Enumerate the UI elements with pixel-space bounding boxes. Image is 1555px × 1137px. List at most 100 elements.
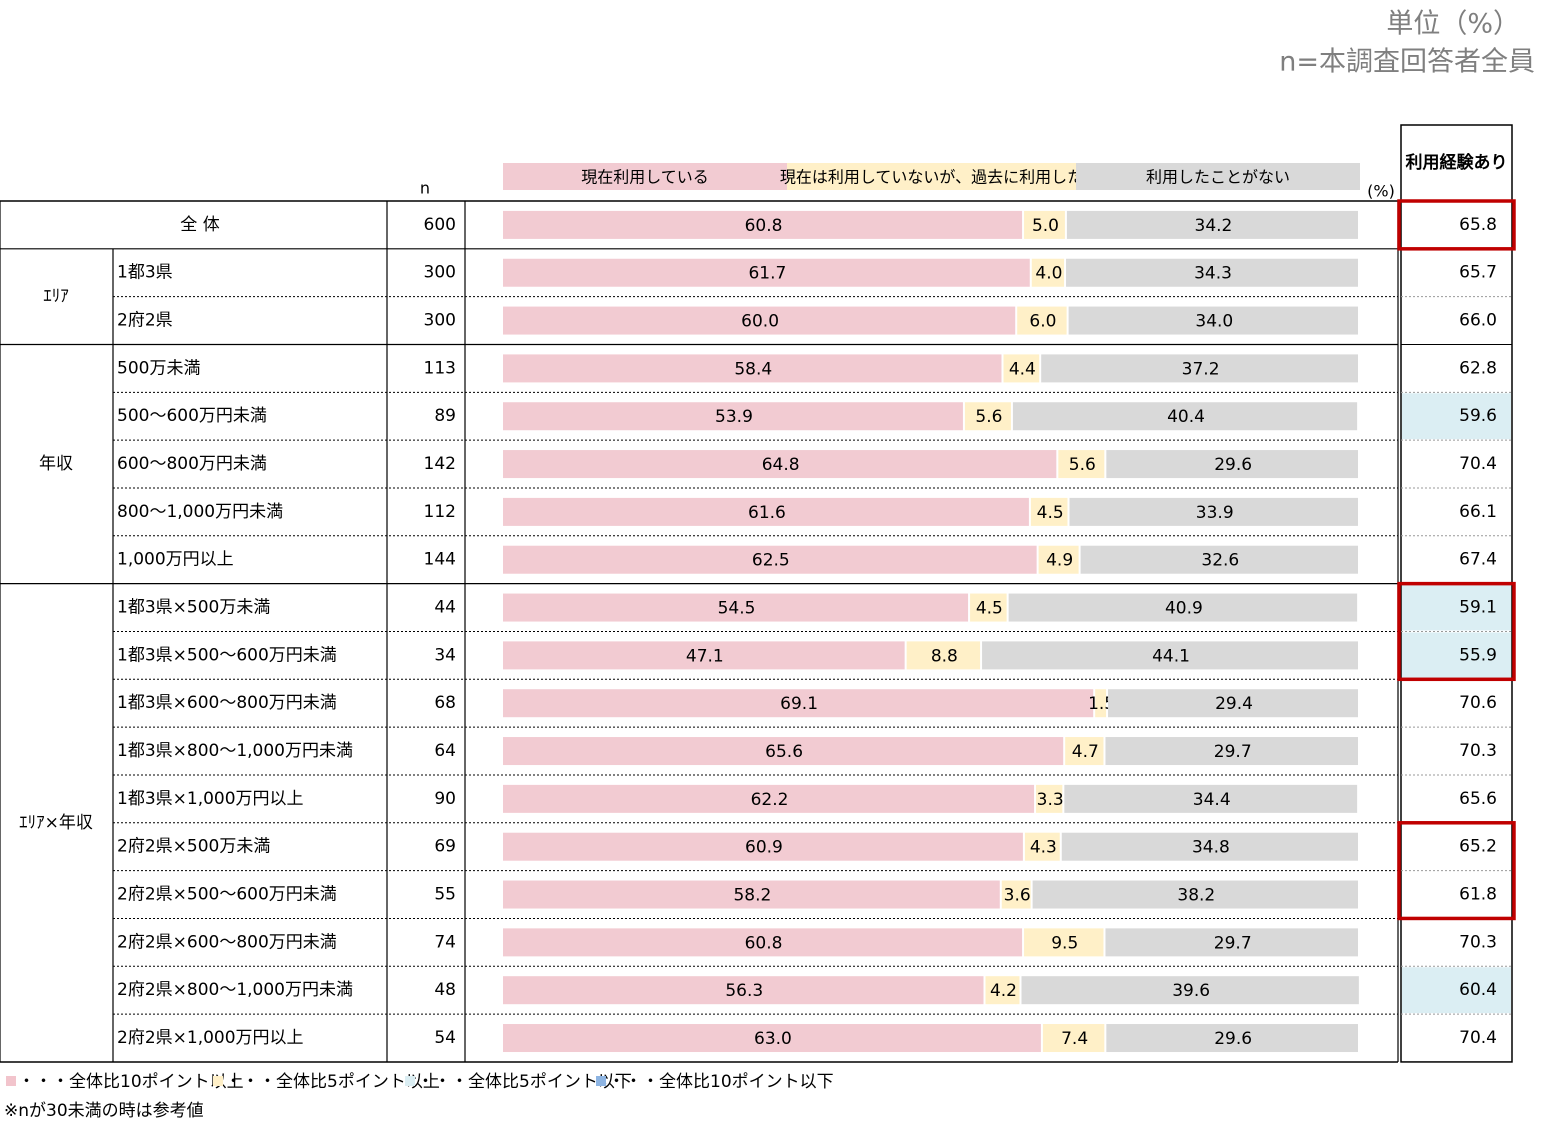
row-label: 1都3県×1,000万円以上: [117, 789, 304, 809]
bar-segment: [503, 258, 1030, 287]
total-value: 67.4: [1459, 550, 1497, 570]
bar-label: 64.8: [762, 455, 800, 475]
bar-label: 60.0: [741, 312, 779, 332]
total-cell: [1402, 584, 1511, 631]
highlight-box: [1397, 199, 1516, 251]
bar-label: 65.6: [765, 742, 803, 762]
bar-segment: [1068, 306, 1358, 335]
total-value: 61.8: [1459, 885, 1497, 905]
bar-segment: [503, 832, 1023, 861]
total-cell: [1402, 632, 1511, 679]
bar-label: 29.7: [1214, 742, 1252, 762]
group-label: 年収: [39, 454, 73, 474]
bar-label: 29.6: [1214, 1029, 1252, 1049]
bar-label: 29.6: [1214, 455, 1252, 475]
bar-label: 4.7: [1072, 742, 1099, 762]
bar-label: 38.2: [1177, 886, 1215, 906]
bar-segment: [503, 210, 1023, 239]
highlight-label: ・・・全体比10ポイント以上: [18, 1072, 244, 1092]
n-value: 112: [424, 502, 456, 522]
row-label: 2府2県×500万未満: [117, 837, 270, 857]
total-cell: [1402, 1015, 1511, 1061]
bar-segment: [503, 641, 905, 670]
total-cell: [1402, 871, 1511, 918]
bar-segment: [1017, 306, 1067, 335]
bar-label: 61.7: [748, 264, 786, 284]
bar-label: 9.5: [1051, 933, 1078, 953]
row-label: 1都3県×500～600万円未満: [117, 645, 337, 665]
bar-label: 69.1: [780, 694, 818, 714]
highlight-label: ・・・全体比5ポイント以上: [225, 1072, 440, 1092]
total-value: 70.3: [1459, 932, 1497, 952]
bar-segment: [503, 784, 1035, 813]
bar-label: 39.6: [1172, 981, 1210, 1001]
row-label: 1都3県×600～800万円未満: [117, 693, 337, 713]
n-value: 48: [434, 980, 456, 1000]
bar-label: 34.4: [1193, 790, 1231, 810]
total-cell: [1402, 441, 1511, 487]
n-value: 64: [434, 741, 456, 761]
total-value: 62.8: [1459, 358, 1497, 378]
bar-segment: [1030, 497, 1068, 526]
bar-label: 33.9: [1196, 503, 1234, 523]
highlight-label: ・・・全体比10ポイント以下: [608, 1072, 834, 1092]
bar-label: 60.8: [745, 933, 783, 953]
bar-segment: [503, 402, 963, 431]
footnote: ※nが30未満の時は参考値: [4, 1101, 204, 1121]
n-value: 55: [434, 885, 456, 905]
bar-segment: [503, 1024, 1041, 1053]
bar-segment: [1108, 689, 1358, 718]
group-label: ｴﾘｱ: [43, 287, 69, 307]
row-label: 1都3県×800～1,000万円未満: [117, 741, 353, 761]
row-label: 2府2県×600～800万円未満: [117, 932, 337, 952]
total-row-label: 全 体: [180, 215, 219, 235]
bar-segment: [503, 689, 1094, 718]
bar-segment: [1105, 928, 1358, 957]
total-value: 60.4: [1459, 980, 1497, 1000]
bar-label: 5.0: [1032, 216, 1059, 236]
bar-label: 7.4: [1061, 1029, 1088, 1049]
bar-segment: [1038, 545, 1079, 574]
n-value: 69: [434, 837, 456, 857]
bar-segment: [1066, 210, 1358, 239]
bar-label: 58.2: [733, 886, 771, 906]
bar-segment: [1064, 784, 1358, 813]
bar-label: 54.5: [718, 599, 756, 619]
bar-segment: [906, 641, 981, 670]
highlight-swatch: [405, 1076, 415, 1086]
n-value: 34: [434, 645, 456, 665]
bar-segment: [985, 976, 1020, 1005]
legend-label: 現在利用している: [581, 168, 709, 187]
n-value: 44: [434, 598, 456, 618]
bar-label: 29.4: [1215, 694, 1253, 714]
bar-label: 63.0: [754, 1029, 792, 1049]
bar-segment: [1012, 402, 1358, 431]
row-label: 500万未満: [117, 358, 200, 378]
total-value: 65.7: [1459, 263, 1497, 283]
bar-segment: [1036, 784, 1063, 813]
total-cell: [1402, 249, 1511, 296]
highlight-swatch: [213, 1076, 223, 1086]
bar-segment: [1024, 928, 1104, 957]
total-cell: [1402, 488, 1511, 535]
total-header: 利用経験あり: [1406, 152, 1508, 173]
bar-label: 34.3: [1194, 264, 1232, 284]
unit-note: 単位（%）: [1386, 9, 1520, 40]
n-value: 144: [424, 550, 456, 570]
bar-segment: [1069, 497, 1358, 526]
n-value: 89: [434, 406, 456, 426]
total-cell: [1402, 393, 1511, 440]
highlight-label: ・・・全体比5ポイント以下: [417, 1072, 632, 1092]
bar-label: 34.8: [1192, 838, 1230, 858]
bar-label: 44.1: [1152, 646, 1190, 666]
bar-segment: [1106, 450, 1358, 479]
bar-label: 37.2: [1182, 359, 1220, 379]
total-cell: [1402, 345, 1511, 392]
row-label: 2府2県×500～600万円未満: [117, 885, 337, 905]
total-value: 65.2: [1459, 837, 1497, 857]
n-value: 74: [434, 932, 456, 952]
bar-label: 62.5: [752, 551, 790, 571]
row-label: 2府2県×1,000万円以上: [117, 1028, 304, 1048]
n-note: n=本調査回答者全員: [1279, 47, 1535, 78]
